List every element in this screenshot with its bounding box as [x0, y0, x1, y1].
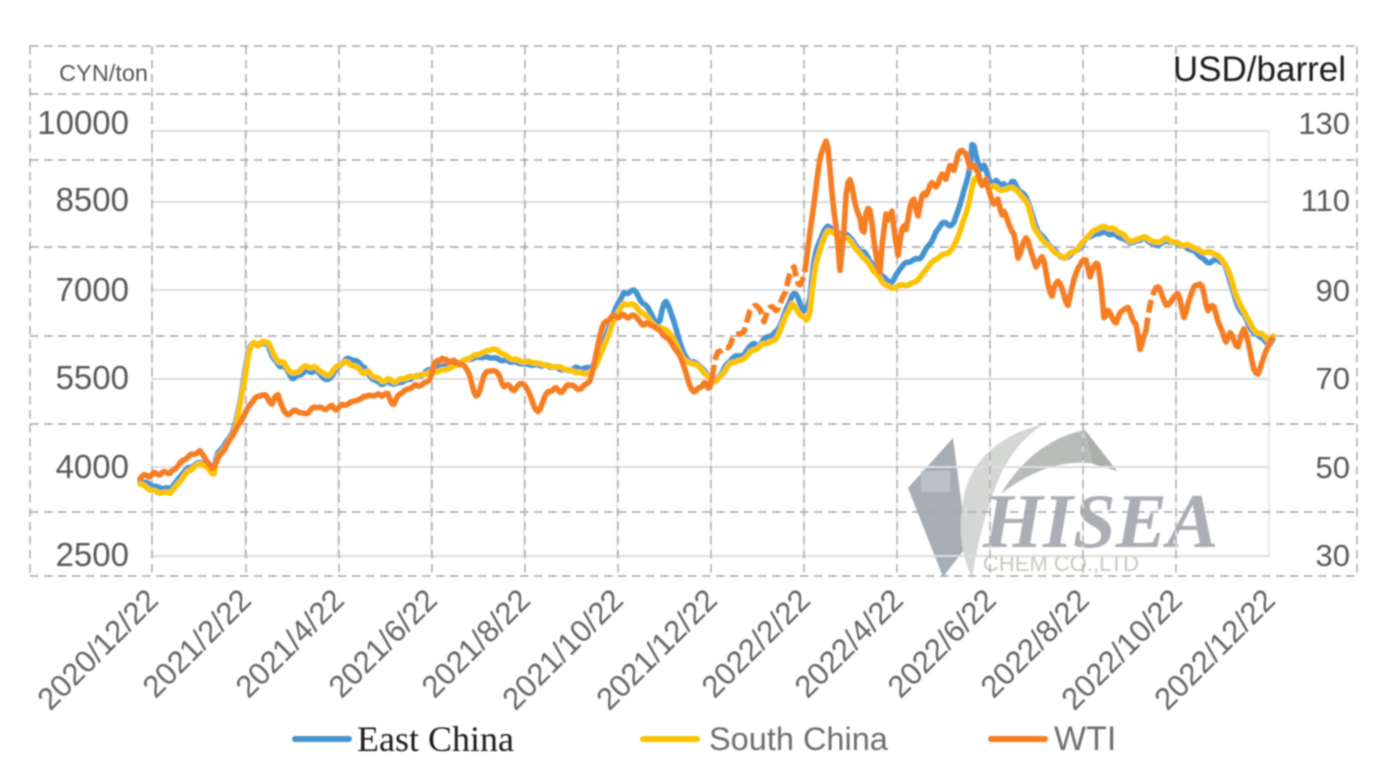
svg-text:10000: 10000 — [37, 104, 129, 141]
svg-text:110: 110 — [1301, 183, 1350, 218]
svg-text:2500: 2500 — [56, 536, 129, 573]
svg-text:WTI: WTI — [1054, 720, 1116, 758]
svg-text:8500: 8500 — [56, 181, 129, 218]
svg-text:HISEA: HISEA — [982, 478, 1218, 564]
svg-text:South China: South China — [709, 721, 889, 757]
svg-text:CYN/ton: CYN/ton — [59, 60, 148, 86]
svg-text:30: 30 — [1316, 538, 1350, 573]
svg-text:USD/barrel: USD/barrel — [1173, 50, 1346, 89]
svg-text:70: 70 — [1316, 361, 1350, 396]
svg-text:90: 90 — [1316, 273, 1350, 308]
svg-text:7000: 7000 — [56, 271, 129, 308]
svg-text:CHEM CO.,LTD: CHEM CO.,LTD — [983, 551, 1139, 576]
svg-text:4000: 4000 — [56, 448, 129, 485]
svg-text:50: 50 — [1316, 450, 1350, 485]
svg-text:East China: East China — [357, 719, 514, 759]
svg-text:5500: 5500 — [56, 359, 129, 396]
svg-text:130: 130 — [1298, 106, 1350, 141]
